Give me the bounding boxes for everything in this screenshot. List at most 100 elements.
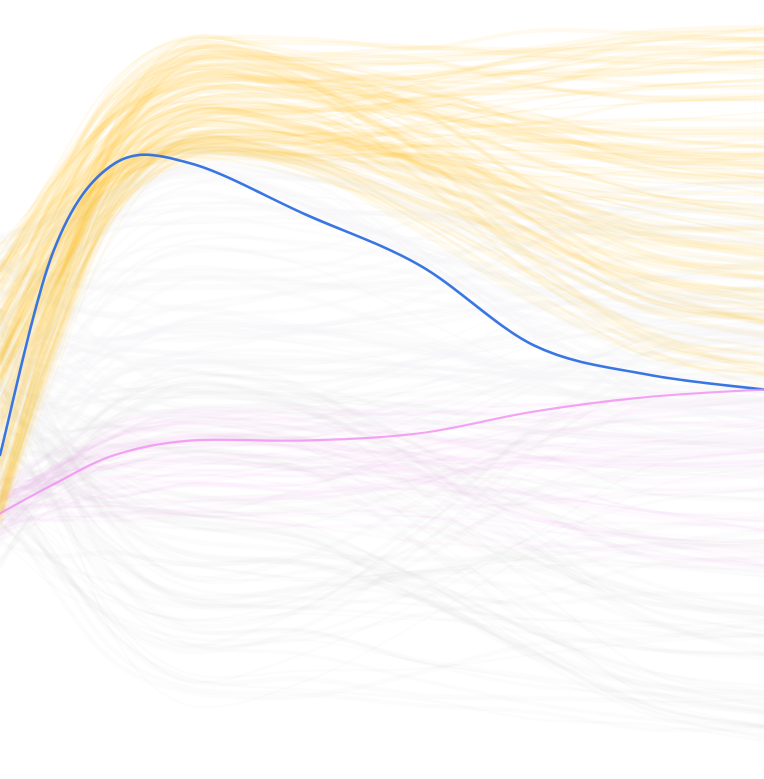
bundle-line-orange <box>0 97 764 442</box>
bundle-line-gray <box>0 383 764 637</box>
bundle-line-white <box>0 134 764 450</box>
bundle-line-gray <box>0 308 764 709</box>
bundle-line-white <box>0 236 764 468</box>
bundle-line-gray <box>0 521 764 657</box>
bundle-line-gray <box>0 328 764 714</box>
bundle-line-pink <box>0 508 764 555</box>
bundle-line-gray <box>0 379 764 640</box>
bundle-line-white <box>0 134 764 397</box>
bundle-line-orange <box>0 111 764 507</box>
bundle-line-white <box>0 360 764 465</box>
bundle-line-orange <box>0 153 764 385</box>
bundle-line-orange <box>0 55 764 377</box>
bundle-line-orange <box>0 55 764 327</box>
bundle-line-orange <box>0 73 764 273</box>
bundle-line-gray <box>0 376 764 625</box>
bundle-line-gray <box>0 358 764 657</box>
bundle-line-gray <box>0 520 764 707</box>
bundle-line-white <box>0 214 764 464</box>
bundle-line-orange <box>0 73 764 465</box>
bundle-line-orange <box>0 36 764 266</box>
bundle-line-pink <box>0 391 764 482</box>
bundle-line-white <box>0 259 764 349</box>
bundle-line-gray <box>0 385 764 612</box>
bundle-line-white <box>0 257 764 411</box>
bundle-line-gray <box>0 395 764 505</box>
bundle-line-orange <box>0 144 764 370</box>
bundle-line-gray <box>0 412 764 494</box>
bundle-line-pink <box>0 453 764 522</box>
bundle-line-white <box>0 322 764 395</box>
bundle-line-gray <box>0 446 764 688</box>
bundle-line-gray <box>0 320 764 479</box>
bundle-line-white <box>0 244 764 478</box>
bundle-line-orange <box>0 77 764 364</box>
bundle-line-gray <box>0 441 764 729</box>
bundle-line-orange <box>0 84 764 366</box>
bundle-line-orange <box>0 45 764 504</box>
bundle-line-orange <box>0 108 764 362</box>
bundle-line-orange <box>0 135 764 515</box>
bundle-line-white <box>0 175 764 501</box>
bundle-line-orange <box>0 48 764 462</box>
bundle-line-gray <box>0 390 764 566</box>
bundle-line-gray <box>0 314 764 502</box>
bundle-line-gray <box>0 383 764 729</box>
bundle-line-white <box>0 166 764 333</box>
bundle-line-orange <box>0 127 764 303</box>
series-line-2 <box>0 388 764 515</box>
bundle-line-orange <box>0 34 764 466</box>
bundle-line-gray <box>0 463 764 743</box>
bundle-line-gray <box>0 364 764 623</box>
bundle-line-orange <box>0 83 764 446</box>
bundle-line-orange <box>0 119 764 488</box>
bundle-line-gray <box>0 308 764 424</box>
bundle-line-orange <box>0 103 764 419</box>
bundle-line-orange <box>0 128 764 504</box>
bundle-line-orange <box>0 135 764 378</box>
bundle-line-pink <box>0 443 764 542</box>
bundle-line-orange <box>0 133 764 380</box>
bundle-line-gray <box>0 307 764 480</box>
bundle-line-white <box>0 177 764 277</box>
bundle-line-white <box>0 164 764 435</box>
bundle-line-gray <box>0 408 764 629</box>
bundle-line-orange <box>0 103 764 272</box>
bundle-line-pink <box>0 443 764 510</box>
bundle-line-orange <box>0 34 764 316</box>
bundle-line-orange <box>0 34 764 293</box>
bundle-line-orange <box>0 134 764 388</box>
highlight-series <box>0 153 764 515</box>
bundle-line-gray <box>0 313 764 585</box>
bundle-line-gray <box>0 487 764 643</box>
bundle-line-pink <box>0 422 764 524</box>
bundle-line-orange <box>0 131 764 337</box>
bundle-line-pink <box>0 514 764 573</box>
bundle-line-gray <box>0 348 764 544</box>
bundle-line-gray <box>0 484 764 627</box>
bundle-line-gray <box>0 345 764 611</box>
bundle-line-orange <box>0 72 764 351</box>
bundle-line-gray <box>0 330 764 445</box>
bundle-line-white <box>0 254 764 483</box>
bundle-line-white <box>0 288 764 422</box>
bundle-line-gray <box>0 479 764 740</box>
bundle-line-orange <box>0 128 764 500</box>
bundle-white <box>0 134 764 505</box>
bundle-line-gray <box>0 472 764 696</box>
bundle-line-white <box>0 347 764 496</box>
bundle-line-orange <box>0 105 764 431</box>
bundle-line-gray <box>0 414 764 727</box>
bundle-line-orange <box>0 45 764 339</box>
bundle-line-orange <box>0 50 764 505</box>
bundle-line-pink <box>0 407 764 499</box>
bundle-line-orange <box>0 64 764 308</box>
bundle-line-gray <box>0 345 764 457</box>
bundle-line-orange <box>0 58 764 421</box>
bundle-line-orange <box>0 51 764 325</box>
bundle-line-pink <box>0 418 764 512</box>
bundle-line-gray <box>0 391 764 684</box>
bundle-line-orange <box>0 78 764 343</box>
bundle-line-gray <box>0 459 764 519</box>
